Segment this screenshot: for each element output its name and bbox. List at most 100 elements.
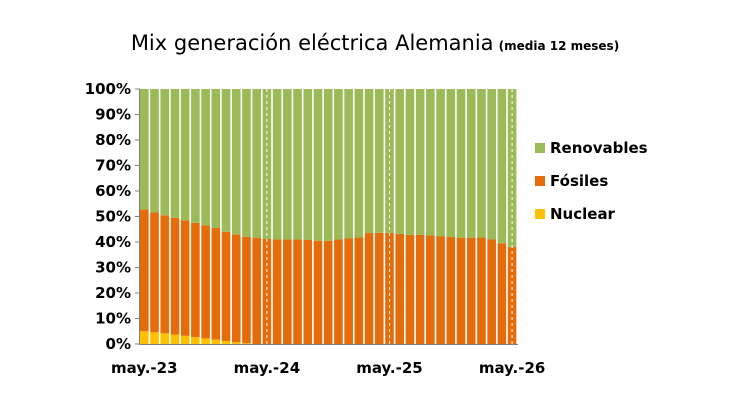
bar-renovables-8 xyxy=(221,89,231,232)
bar-nuclear-1 xyxy=(150,332,159,344)
bar-renovables-15 xyxy=(293,89,302,240)
chart-title-main: Mix generación eléctrica Alemania xyxy=(130,31,494,55)
bar-renovables-18 xyxy=(323,89,333,241)
bar-renovables-4 xyxy=(180,89,190,221)
bar-nuclear-6 xyxy=(201,338,210,344)
legend-label-renovables: Renovables xyxy=(550,139,648,157)
bar-fsiles-13 xyxy=(272,239,282,344)
legend-swatch-fsiles xyxy=(535,176,545,186)
bar-renovables-35 xyxy=(497,89,507,244)
bar-fsiles-34 xyxy=(487,239,496,344)
bar-renovables-6 xyxy=(201,89,210,226)
bar-nuclear-2 xyxy=(160,333,170,344)
bar-renovables-1 xyxy=(150,89,159,213)
bar-renovables-34 xyxy=(487,89,496,240)
y-tick-label: 70% xyxy=(95,157,131,175)
y-tick-label: 40% xyxy=(95,233,131,251)
bar-fsiles-1 xyxy=(150,212,159,333)
y-tick-label: 100% xyxy=(85,80,131,98)
bar-fsiles-33 xyxy=(477,237,486,344)
bar-fsiles-4 xyxy=(180,220,190,336)
legend-label-nuclear: Nuclear xyxy=(550,205,616,223)
y-tick-label: 30% xyxy=(95,259,131,277)
bar-renovables-13 xyxy=(272,89,282,240)
bar-fsiles-32 xyxy=(466,237,476,344)
bar-nuclear-0 xyxy=(140,331,149,344)
bar-nuclear-9 xyxy=(231,342,241,344)
x-tick-label: may.-25 xyxy=(356,359,423,377)
bar-nuclear-10 xyxy=(242,343,251,344)
bar-fsiles-18 xyxy=(323,240,333,344)
vertical-dashed-lines xyxy=(266,89,513,344)
bar-renovables-0 xyxy=(140,89,149,210)
bar-fsiles-14 xyxy=(283,239,292,344)
bar-renovables-21 xyxy=(354,89,364,238)
bar-renovables-33 xyxy=(477,89,486,238)
bar-fsiles-26 xyxy=(405,234,415,344)
x-tick-label: may.-23 xyxy=(111,359,178,377)
y-tick-label: 0% xyxy=(106,335,131,353)
bar-renovables-19 xyxy=(334,89,343,240)
bar-renovables-2 xyxy=(160,89,170,216)
bar-renovables-25 xyxy=(395,89,405,234)
x-tick-label: may.-24 xyxy=(234,359,301,377)
bar-fsiles-3 xyxy=(170,217,180,335)
y-tick-label: 50% xyxy=(95,208,131,226)
legend-swatch-renovables xyxy=(535,143,545,153)
bar-fsiles-11 xyxy=(252,237,261,344)
bar-renovables-27 xyxy=(415,89,425,235)
bar-fsiles-28 xyxy=(426,235,435,344)
y-axis: 0% 10% 20% 30% 40% 50% 60% 70% 80% 90% 100% xyxy=(85,80,140,353)
bar-fsiles-10 xyxy=(242,236,251,344)
bar-fsiles-27 xyxy=(415,234,425,344)
bar-renovables-9 xyxy=(231,89,241,235)
bar-fsiles-23 xyxy=(374,232,384,344)
bar-fsiles-31 xyxy=(456,237,466,344)
bar-fsiles-16 xyxy=(303,239,313,344)
bar-nuclear-4 xyxy=(180,335,190,344)
bar-fsiles-7 xyxy=(211,227,221,340)
bar-fsiles-25 xyxy=(395,233,405,344)
bar-fsiles-17 xyxy=(313,240,323,344)
legend: Renovables Fósiles Nuclear xyxy=(535,139,648,223)
bar-fsiles-20 xyxy=(344,238,353,344)
bar-nuclear-8 xyxy=(221,340,231,344)
legend-swatch-nuclear xyxy=(535,209,545,219)
bar-fsiles-8 xyxy=(221,231,231,341)
bar-renovables-22 xyxy=(364,89,374,234)
bar-fsiles-12 xyxy=(262,238,272,344)
bar-renovables-31 xyxy=(456,89,466,238)
bar-renovables-11 xyxy=(252,89,261,238)
bars-group xyxy=(140,89,517,344)
chart-subtitle: (media 12 meses) xyxy=(498,39,620,53)
y-tick-label: 80% xyxy=(95,131,131,149)
bar-fsiles-29 xyxy=(436,236,445,344)
bar-renovables-23 xyxy=(374,89,384,233)
x-tick-label: may.-26 xyxy=(479,359,546,377)
bar-renovables-32 xyxy=(466,89,476,238)
bar-fsiles-5 xyxy=(191,222,200,338)
y-tick-label: 60% xyxy=(95,182,131,200)
bar-fsiles-15 xyxy=(293,239,302,344)
bar-renovables-28 xyxy=(426,89,435,236)
bar-renovables-7 xyxy=(211,89,221,228)
bar-renovables-20 xyxy=(344,89,353,239)
bar-fsiles-2 xyxy=(160,215,170,334)
x-axis: may.-23 may.-24 may.-25 may.-26 xyxy=(111,344,546,377)
bar-renovables-5 xyxy=(191,89,200,223)
bar-renovables-29 xyxy=(436,89,445,237)
legend-label-fsiles: Fósiles xyxy=(550,172,608,190)
bar-renovables-26 xyxy=(405,89,415,235)
bar-renovables-3 xyxy=(170,89,180,218)
bar-fsiles-35 xyxy=(497,243,507,344)
bar-fsiles-22 xyxy=(364,233,374,344)
y-tick-label: 90% xyxy=(95,106,131,124)
bar-renovables-17 xyxy=(313,89,323,241)
bar-nuclear-7 xyxy=(211,339,221,344)
bar-renovables-10 xyxy=(242,89,251,237)
bar-nuclear-3 xyxy=(170,334,180,344)
y-tick-label: 10% xyxy=(95,310,131,328)
bar-renovables-24 xyxy=(385,89,394,233)
bar-nuclear-5 xyxy=(191,337,200,344)
